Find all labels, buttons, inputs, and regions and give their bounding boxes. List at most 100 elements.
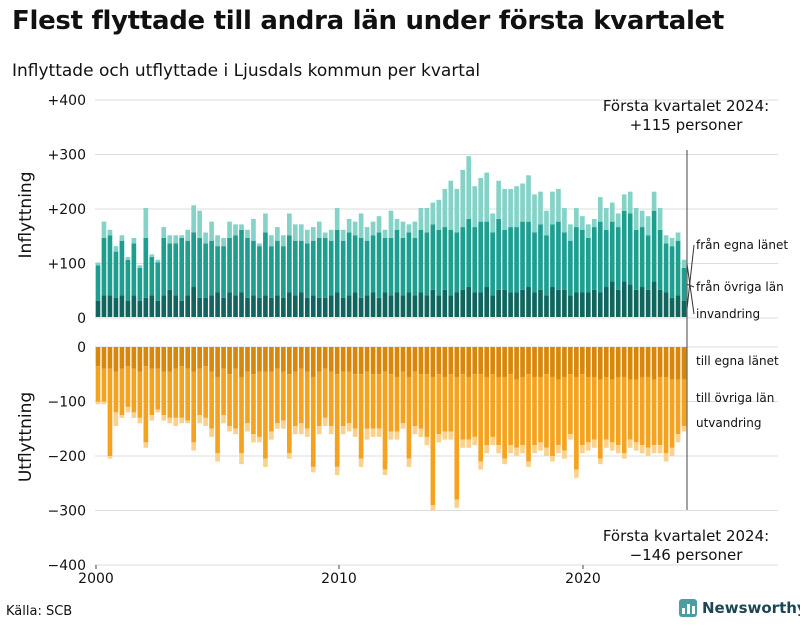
bar-segment (179, 237, 185, 301)
bar-segment (412, 295, 418, 317)
bar-segment (484, 445, 489, 454)
bar-segment (382, 371, 388, 470)
bar-segment (364, 428, 370, 440)
bar-segment (484, 347, 489, 377)
bar-segment (334, 347, 340, 375)
bar-segment (131, 347, 137, 369)
bar-segment (316, 347, 322, 372)
bar-segment (502, 376, 507, 459)
bar-segment (532, 376, 537, 446)
bar-segment (233, 428, 238, 435)
bar-segment (322, 417, 328, 427)
bar-segment (281, 246, 286, 298)
bar-segment (113, 297, 119, 318)
bar-segment (615, 213, 621, 228)
bar-segment (609, 379, 615, 443)
bar-segment (424, 208, 430, 233)
bar-segment (149, 257, 155, 296)
bar-segment (430, 289, 436, 317)
bar-segment (137, 300, 143, 317)
bar-segment (209, 240, 214, 296)
bar-segment (639, 347, 645, 377)
bar-segment (209, 371, 214, 429)
bar-segment (245, 297, 250, 318)
bar-segment (382, 237, 388, 293)
bar-segment (185, 347, 191, 369)
bar-segment (675, 240, 681, 296)
bar-segment (418, 428, 424, 437)
bar-segment (550, 224, 555, 288)
bar-segment (346, 232, 352, 296)
bar-segment (586, 237, 591, 293)
bar-segment (340, 229, 346, 241)
bar-segment (251, 347, 256, 375)
bar-segment (316, 426, 322, 435)
bar-segment (406, 458, 412, 467)
bar-segment (436, 434, 442, 443)
bar-segment (257, 246, 262, 298)
bar-segment (663, 453, 669, 462)
bar-segment (322, 232, 328, 238)
bar-segment (304, 347, 310, 372)
bar-segment (627, 439, 633, 448)
bar-segment (197, 210, 202, 238)
y-tick-label: +100 (48, 257, 86, 273)
bar-segment (591, 227, 597, 290)
bar-segment (412, 371, 418, 427)
bar-segment (185, 240, 191, 296)
bar-segment (239, 229, 244, 293)
bar-segment (394, 292, 400, 318)
bar-segment (681, 300, 687, 317)
bar-segment (460, 374, 466, 440)
bar-segment (352, 292, 358, 318)
bar-segment (358, 458, 364, 467)
bar-segment (281, 347, 286, 372)
bar-segment (478, 292, 484, 318)
bar-segment (544, 235, 549, 296)
bar-segment (466, 218, 472, 288)
bar-segment (119, 235, 125, 241)
bar-segment (149, 347, 155, 369)
bar-segment (442, 289, 448, 317)
bar-segment (149, 368, 155, 416)
annotation-text: Första kvartalet 2024: (603, 527, 769, 545)
bar-segment (95, 265, 101, 301)
bar-segment (556, 445, 561, 454)
bar-segment (316, 221, 322, 238)
bar-segment (298, 292, 304, 318)
bar-segment (161, 371, 167, 416)
bar-segment (478, 374, 484, 462)
bar-segment (239, 347, 244, 377)
bar-segment (430, 224, 436, 290)
bar-segment (125, 300, 131, 317)
bar-segment (119, 368, 125, 416)
bar-segment (508, 292, 513, 318)
bar-segment (568, 224, 573, 241)
bar-segment (275, 240, 280, 296)
bar-segment (298, 368, 304, 424)
bar-segment (245, 347, 250, 372)
bar-segment (125, 257, 131, 260)
bar-segment (490, 436, 495, 446)
bar-segment (400, 347, 406, 372)
bar-segment (568, 295, 573, 317)
bar-segment (137, 265, 143, 268)
bar-segment (466, 287, 472, 317)
bar-segment (239, 292, 244, 318)
bar-segment (352, 428, 358, 437)
bar-segment (657, 229, 663, 290)
bar-segment (221, 297, 226, 318)
bar-segment (287, 453, 292, 459)
bar-segment (657, 445, 663, 454)
bar-segment (633, 208, 639, 230)
bar-segment (412, 347, 418, 372)
bar-segment (388, 347, 394, 375)
bar-segment (298, 240, 304, 293)
bar-segment (275, 227, 280, 241)
bar-segment (161, 227, 167, 238)
bar-segment (526, 461, 531, 467)
bar-segment (448, 295, 454, 317)
bar-segment (149, 415, 155, 421)
bar-segment (221, 246, 226, 298)
bar-segment (538, 224, 543, 290)
